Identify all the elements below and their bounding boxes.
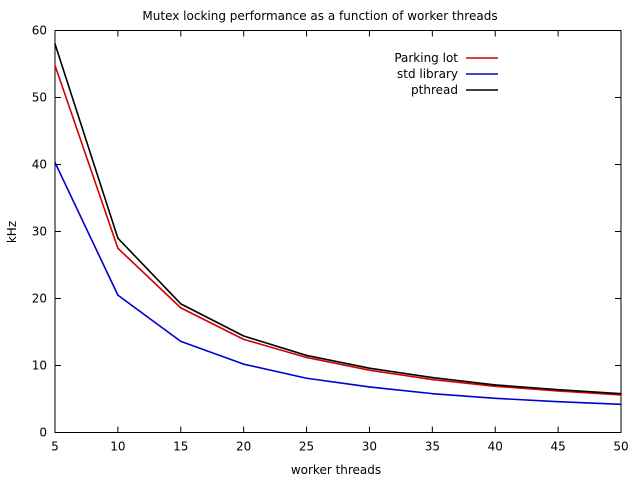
- x-tick-label: 20: [236, 440, 251, 454]
- plot-frame: [54, 30, 622, 433]
- axis-ticks: 5 10 15 20 25 30 35 40 45 50 0 10 20 30 40 50 60: [32, 24, 629, 454]
- data-point: [431, 392, 434, 395]
- x-tick-label: 25: [299, 440, 314, 454]
- data-point: [242, 338, 245, 341]
- data-point: [557, 400, 559, 403]
- data-point: [557, 388, 559, 391]
- legend: Parking lot std library pthread: [394, 51, 498, 97]
- y-tick-label: 60: [32, 24, 47, 38]
- chart-title: Mutex locking performance as a function …: [142, 9, 497, 23]
- y-tick-label: 30: [32, 225, 47, 239]
- y-tick-label: 10: [32, 359, 47, 373]
- x-axis-label: worker threads: [291, 463, 381, 477]
- y-tick-label: 20: [32, 292, 47, 306]
- x-tick-label: 30: [362, 440, 377, 454]
- data-point: [117, 237, 119, 239]
- x-tick-label: 35: [425, 440, 440, 454]
- series-line-0: [54, 65, 622, 396]
- data-point: [368, 369, 371, 371]
- data-point: [494, 384, 497, 386]
- legend-label: std library: [397, 67, 458, 81]
- data-point: [557, 390, 559, 392]
- data-point: [242, 335, 245, 337]
- data-point: [620, 394, 622, 396]
- y-tick-label: 50: [32, 91, 47, 105]
- data-point: [305, 356, 308, 359]
- x-tick-label: 5: [51, 440, 59, 454]
- legend-label: Parking lot: [394, 51, 458, 65]
- series-line-2: [54, 43, 622, 395]
- data-point: [54, 64, 56, 67]
- data-point: [494, 397, 497, 400]
- data-point: [431, 378, 434, 381]
- series-line-1: [54, 162, 622, 406]
- data-point: [54, 161, 56, 164]
- x-tick-label: 10: [110, 440, 125, 454]
- x-tick-label: 15: [173, 440, 188, 454]
- data-point: [179, 340, 182, 343]
- data-point: [620, 392, 622, 395]
- data-point: [117, 247, 119, 250]
- data-point: [117, 294, 119, 296]
- data-point: [179, 307, 182, 309]
- x-tick-label: 45: [550, 440, 565, 454]
- data-point: [494, 385, 497, 388]
- data-point: [620, 403, 622, 406]
- x-tick-label: 40: [488, 440, 503, 454]
- data-point: [242, 363, 245, 365]
- y-tick-label: 40: [32, 158, 47, 172]
- data-point: [305, 377, 308, 380]
- data-point: [368, 386, 371, 388]
- x-tick-label: 50: [613, 440, 628, 454]
- data-point: [305, 354, 308, 357]
- data-point: [431, 376, 434, 379]
- y-axis-label: kHz: [5, 221, 19, 243]
- legend-label: pthread: [411, 83, 458, 97]
- data-point: [179, 303, 182, 305]
- y-tick-label: 0: [39, 426, 47, 440]
- data-point: [54, 43, 56, 45]
- series-lines: [54, 43, 622, 406]
- data-point: [368, 367, 371, 369]
